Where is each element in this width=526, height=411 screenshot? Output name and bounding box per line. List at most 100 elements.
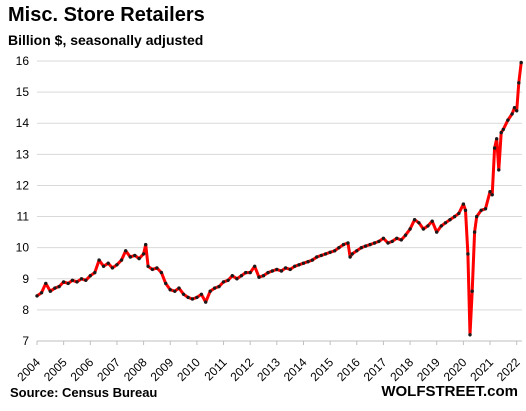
- data-point: [301, 261, 306, 265]
- data-point: [310, 258, 314, 262]
- y-tick-label: 8: [22, 303, 29, 317]
- data-point: [412, 218, 417, 222]
- data-point: [137, 256, 141, 261]
- data-point: [204, 300, 208, 304]
- data-point: [472, 230, 477, 234]
- y-tick-label: 10: [16, 241, 30, 255]
- data-point: [381, 236, 386, 240]
- chart-subtitle: Billion $, seasonally adjusted: [8, 32, 204, 48]
- data-point: [483, 207, 488, 211]
- data-point: [372, 241, 377, 245]
- data-point: [510, 112, 514, 116]
- data-point: [208, 289, 212, 293]
- data-point: [266, 270, 270, 275]
- data-point: [253, 264, 257, 268]
- series-layer: [35, 60, 523, 337]
- x-tick-label: 2013: [254, 355, 283, 384]
- y-tick-label: 9: [22, 272, 29, 286]
- data-point: [146, 264, 150, 268]
- data-point: [475, 214, 479, 219]
- data-point: [221, 280, 226, 284]
- data-point: [490, 193, 494, 197]
- x-tick-label: 2004: [14, 355, 43, 384]
- data-point: [97, 258, 101, 262]
- data-point: [101, 264, 106, 268]
- data-point: [426, 224, 430, 228]
- data-point: [461, 202, 466, 206]
- data-point: [159, 270, 164, 275]
- data-point: [293, 264, 297, 268]
- data-point: [66, 281, 70, 286]
- data-point: [173, 289, 177, 293]
- data-point: [110, 266, 115, 270]
- data-point: [128, 255, 132, 259]
- data-point: [323, 252, 328, 256]
- data-point: [297, 263, 301, 267]
- data-point: [377, 239, 381, 244]
- y-tick-label: 11: [17, 210, 30, 224]
- brand-logo: WOLFSTREET.com: [381, 383, 518, 400]
- data-point: [355, 249, 359, 253]
- data-point: [417, 221, 421, 225]
- x-tick-label: 2012: [228, 355, 257, 384]
- data-point: [190, 297, 195, 301]
- data-point: [468, 333, 472, 337]
- data-point: [348, 255, 352, 259]
- data-point: [346, 241, 350, 245]
- data-point: [337, 246, 341, 250]
- y-tick-label: 13: [16, 147, 30, 161]
- data-point: [452, 214, 457, 219]
- data-point: [470, 289, 474, 293]
- data-point: [492, 146, 497, 150]
- data-point: [230, 274, 234, 278]
- y-axis: 7 8 9 10 11 12 13 14 15 16: [16, 54, 30, 348]
- data-point: [457, 211, 461, 216]
- data-point: [512, 106, 517, 110]
- data-point: [497, 168, 501, 172]
- series-line: [35, 61, 523, 337]
- x-tick-label: 2017: [361, 355, 390, 384]
- data-point: [235, 277, 239, 281]
- data-point: [363, 244, 368, 248]
- data-point: [515, 109, 519, 113]
- data-point: [448, 218, 452, 222]
- data-point: [48, 289, 52, 293]
- data-point: [275, 267, 279, 272]
- data-point: [288, 267, 292, 272]
- data-point: [403, 233, 408, 237]
- data-point: [430, 219, 434, 223]
- data-point: [119, 258, 124, 262]
- data-point: [499, 130, 503, 135]
- data-point: [495, 137, 499, 141]
- data-point: [168, 288, 172, 292]
- data-point: [144, 242, 148, 247]
- data-point: [439, 224, 443, 228]
- data-point: [519, 60, 523, 65]
- x-tick-label: 2021: [467, 355, 496, 384]
- x-tick-label: 2018: [387, 355, 416, 384]
- data-point: [150, 267, 155, 272]
- data-point: [195, 295, 199, 300]
- data-point: [501, 127, 505, 132]
- data-point: [155, 266, 159, 270]
- data-point: [186, 295, 190, 300]
- data-point: [115, 263, 119, 267]
- data-point: [181, 292, 186, 296]
- source-note: Source: Census Bureau: [10, 385, 158, 400]
- y-tick-label: 12: [16, 178, 30, 192]
- data-point: [39, 291, 44, 295]
- data-point: [239, 274, 244, 278]
- data-point: [217, 284, 221, 289]
- data-point: [466, 252, 470, 256]
- data-point: [488, 190, 492, 194]
- data-point: [35, 294, 39, 298]
- data-point: [479, 208, 483, 212]
- data-point: [328, 250, 332, 254]
- data-point: [141, 252, 146, 256]
- data-point: [368, 242, 372, 247]
- x-tick-label: 2020: [441, 355, 470, 384]
- data-point: [306, 260, 310, 264]
- data-point: [270, 269, 274, 273]
- data-point: [395, 236, 399, 240]
- data-point: [84, 278, 88, 282]
